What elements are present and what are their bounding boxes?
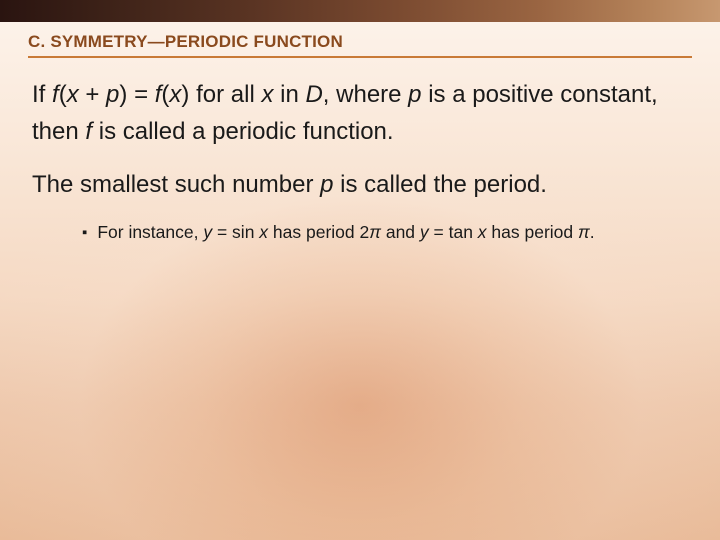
text: For instance, xyxy=(97,222,203,242)
text: ) = xyxy=(119,81,154,108)
text: has period xyxy=(487,222,578,242)
const-pi: π xyxy=(369,222,381,242)
const-pi: π xyxy=(578,222,590,242)
var-p: p xyxy=(106,81,119,108)
var-f: f xyxy=(52,81,59,108)
text: is called the period. xyxy=(333,171,546,198)
var-y: y xyxy=(420,222,429,242)
list-item: ▪ For instance, y = sin x has period 2π … xyxy=(82,220,662,245)
var-D: D xyxy=(305,81,322,108)
text: is called a periodic function. xyxy=(92,118,394,145)
var-p: p xyxy=(408,81,421,108)
text: has period 2 xyxy=(268,222,369,242)
var-y: y xyxy=(203,222,212,242)
text: and xyxy=(381,222,420,242)
period-paragraph: The smallest such number p is called the… xyxy=(28,166,692,203)
text: If xyxy=(32,81,52,108)
var-x: x xyxy=(478,222,487,242)
text: + xyxy=(79,81,106,108)
var-p: p xyxy=(320,171,333,198)
text: = tan xyxy=(429,222,478,242)
text: ) for all xyxy=(181,81,261,108)
definition-paragraph: If f(x + p) = f(x) for all x in D, where… xyxy=(28,76,692,150)
text: . xyxy=(590,222,595,242)
text: ( xyxy=(59,81,67,108)
bullet-text: For instance, y = sin x has period 2π an… xyxy=(97,220,594,245)
bullet-icon: ▪ xyxy=(82,222,87,244)
var-x: x xyxy=(259,222,268,242)
slide-content: C. SYMMETRY—PERIODIC FUNCTION If f(x + p… xyxy=(0,22,720,244)
text: in xyxy=(273,81,305,108)
var-x: x xyxy=(169,81,181,108)
var-x: x xyxy=(261,81,273,108)
text: The smallest such number xyxy=(32,171,320,198)
var-x: x xyxy=(67,81,79,108)
text: , where xyxy=(323,81,408,108)
section-heading: C. SYMMETRY—PERIODIC FUNCTION xyxy=(28,32,692,58)
example-bullet: ▪ For instance, y = sin x has period 2π … xyxy=(28,220,692,245)
text: = sin xyxy=(212,222,259,242)
top-gradient-bar xyxy=(0,0,720,22)
